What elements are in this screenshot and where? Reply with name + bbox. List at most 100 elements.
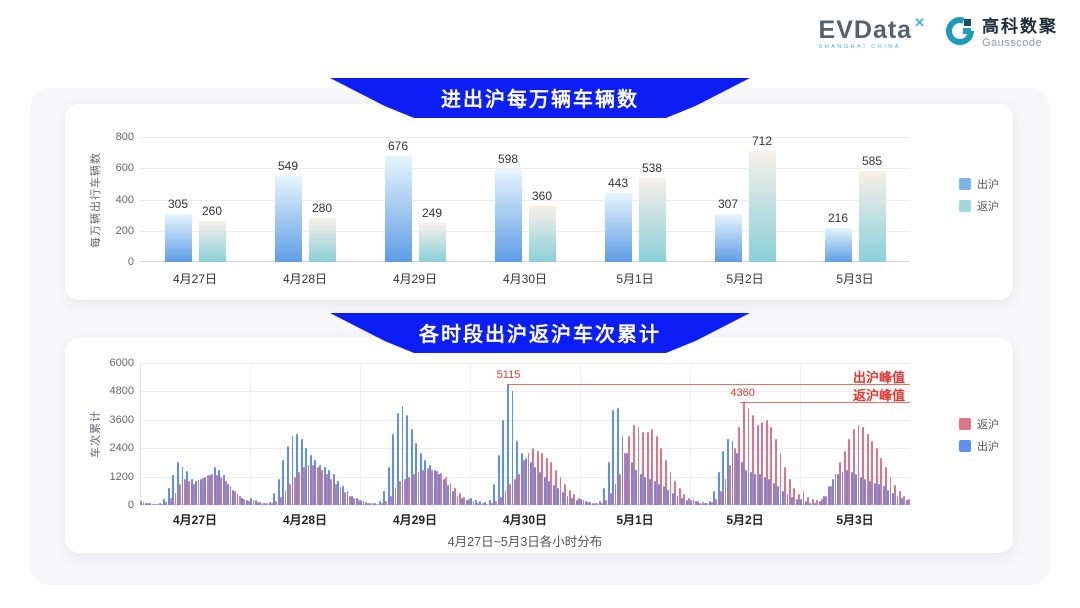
hour-bar-返沪 [610, 493, 612, 505]
hour-bar-出沪 [557, 488, 560, 505]
hour-bar-出沪 [864, 478, 867, 505]
chart2-subtitle: 4月27日~5月3日各小时分布 [447, 535, 603, 549]
legend-item-返沪[interactable]: 返沪 [959, 198, 999, 214]
hour-bar-返沪 [390, 495, 392, 505]
hour-bar-返沪 [440, 473, 443, 505]
gausscode-g-icon [945, 16, 975, 51]
bar-返沪-5月1日 [638, 177, 666, 262]
hour-bar-出沪 [777, 486, 780, 505]
hour-bar-出沪 [314, 460, 317, 505]
hour-bar-返沪 [408, 476, 411, 505]
y-tick-label: 4800 [109, 385, 134, 398]
hour-bar-出沪 [754, 474, 757, 505]
legend-item-出沪[interactable]: 出沪 [959, 176, 999, 192]
hour-bar-出沪 [277, 478, 280, 505]
hour-bar-出沪 [566, 495, 569, 505]
hour-bar-出沪 [823, 495, 826, 505]
hour-bar-返沪 [710, 502, 713, 505]
chart1-title-banner: 进出沪每万辆车辆数 [330, 78, 750, 118]
hour-bar-出沪 [241, 497, 244, 505]
hour-bar-返沪 [541, 452, 544, 505]
hour-bar-出沪 [548, 481, 551, 505]
hour-bar-返沪 [866, 434, 869, 505]
hour-bar-返沪 [834, 474, 837, 505]
hour-bar-返沪 [550, 462, 553, 505]
grid-line [140, 137, 910, 138]
hour-bar-出沪 [378, 501, 381, 505]
hour-bar-返沪 [536, 450, 539, 505]
hour-bar-出沪 [827, 486, 830, 505]
bar-出沪-4月30日 [494, 168, 522, 262]
evdata-tagline: SHANGHAI CHINA [818, 43, 901, 50]
y-tick-label: 600 [115, 162, 134, 175]
hour-bar-返沪 [458, 493, 461, 505]
hour-bar-出沪 [309, 455, 312, 505]
hour-bar-返沪 [862, 426, 864, 505]
hour-bar-返沪 [907, 499, 910, 505]
bar-value-label: 676 [387, 139, 409, 154]
hour-bar-返沪 [742, 401, 745, 505]
hour-bar-出沪 [442, 478, 445, 505]
hour-bar-出沪 [543, 476, 546, 505]
hour-bar-出沪 [291, 436, 294, 505]
day-grid-line [690, 363, 691, 505]
hour-bar-出沪 [584, 501, 587, 505]
hour-bar-出沪 [516, 441, 519, 505]
bar-value-label: 305 [167, 197, 189, 212]
hour-bar-出沪 [268, 502, 271, 505]
y-tick-label: 800 [115, 131, 134, 143]
x-axis-label: 5月1日 [616, 513, 654, 527]
chart2-card: 车次累计 0 1200 2400 3600 4800 6000 4月27日 4月28日 4月29… [65, 338, 1013, 553]
hour-bar-返沪 [412, 474, 415, 505]
hour-bar-返沪 [509, 483, 512, 505]
day-grid-line [470, 363, 471, 505]
hour-bar-返沪 [568, 489, 571, 505]
y-tick-label: 6000 [109, 357, 134, 369]
hour-bar-返沪 [692, 499, 695, 505]
hour-bar-返沪 [720, 490, 722, 505]
legend-item-出沪[interactable]: 出沪 [959, 438, 999, 454]
hour-bar-出沪 [351, 495, 354, 505]
hour-bar-出沪 [245, 500, 248, 505]
hour-bar-返沪 [174, 493, 177, 505]
x-axis-label: 5月1日 [616, 272, 654, 286]
hour-bar-返沪 [257, 502, 259, 505]
hour-bar-返沪 [490, 503, 493, 505]
hour-bar-出沪 [415, 443, 418, 505]
hour-bar-返沪 [752, 415, 754, 505]
hour-bar-出沪 [461, 497, 464, 505]
hour-bar-出沪 [360, 500, 363, 505]
x-axis-line [140, 261, 910, 262]
hour-bar-返沪 [275, 501, 278, 505]
hour-bar-返沪 [252, 500, 255, 505]
hour-bar-返沪 [715, 499, 718, 505]
hour-bar-返沪 [825, 495, 828, 505]
hour-bar-返沪 [371, 503, 374, 505]
hour-bar-出沪 [639, 474, 642, 505]
hour-bar-出沪 [781, 490, 784, 505]
bar-value-label: 307 [717, 197, 739, 212]
hour-bar-返沪 [793, 488, 796, 505]
x-axis-label: 5月2日 [726, 513, 764, 527]
chart1-plot-area: 0 200 400 600 800 305 260 4月27日 549 280 4月28日 676 24… [116, 131, 910, 286]
hour-bar-返沪 [600, 502, 603, 505]
hour-bar-出沪 [603, 488, 606, 505]
legend-swatch-icon [959, 440, 971, 452]
legend-item-返沪[interactable]: 返沪 [959, 416, 999, 432]
hour-bar-返沪 [839, 462, 842, 505]
x-axis-line [140, 504, 910, 505]
hour-bar-返沪 [183, 478, 186, 505]
hour-bar-出沪 [465, 500, 468, 505]
hour-bar-出沪 [319, 464, 321, 505]
hour-bar-返沪 [454, 488, 457, 505]
chart2-title-banner: 各时段出沪返沪车次累计 [330, 313, 750, 353]
hour-bar-出沪 [387, 467, 390, 505]
x-axis-label: 5月3日 [836, 513, 874, 527]
bar-返沪-5月2日 [748, 150, 776, 262]
hour-bar-返沪 [312, 464, 314, 505]
hour-bar-出沪 [181, 467, 184, 505]
hour-bar-出沪 [836, 474, 839, 505]
legend-swatch-icon [959, 200, 971, 212]
hour-bar-返沪 [513, 478, 516, 505]
hour-bar-出沪 [685, 500, 688, 505]
